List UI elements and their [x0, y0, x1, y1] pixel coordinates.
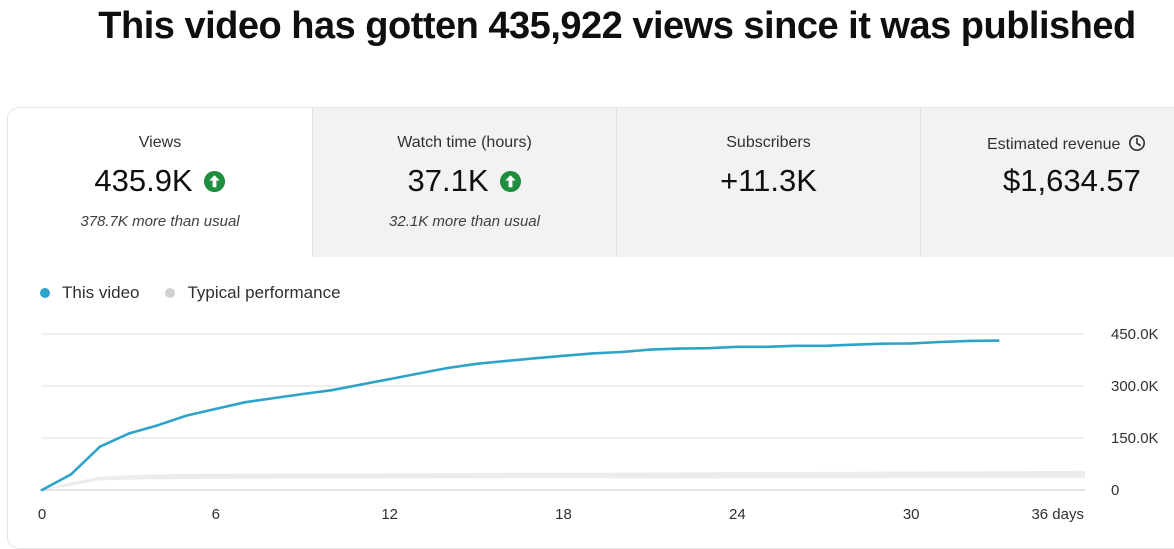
chart-legend: This video Typical performance — [40, 283, 367, 303]
this-video-data-point — [823, 344, 826, 348]
this-video-data-point — [388, 377, 392, 381]
metric-value-row: +11.3K — [617, 163, 920, 199]
y-tick-label: 450.0K — [1111, 326, 1159, 343]
x-tick-label: 6 — [212, 506, 220, 523]
metric-value: 435.9K — [94, 163, 193, 198]
legend-swatch-dot — [40, 288, 50, 298]
this-video-data-point — [967, 339, 971, 343]
this-video-data-point — [794, 344, 797, 348]
metric-note: 378.7K more than usual — [80, 213, 240, 230]
arrow-up-circle-icon — [203, 170, 225, 192]
this-video-data-point — [359, 383, 363, 386]
page-title: This video has gotten 435,922 views sinc… — [98, 5, 1136, 47]
y-tick-label: 300.0K — [1111, 378, 1159, 395]
metric-tab-estimated-revenue[interactable]: Estimated revenue $1,634.57 — [920, 108, 1174, 257]
metric-value-row: 37.1K — [313, 163, 616, 199]
legend-item-typical-performance[interactable]: Typical performance — [165, 283, 341, 303]
this-video-data-point — [591, 352, 594, 355]
this-video-data-point — [185, 414, 189, 417]
this-video-data-point — [475, 362, 478, 366]
legend-swatch-dot — [165, 288, 176, 298]
metric-value: $1,634.57 — [1003, 163, 1141, 198]
this-video-data-point — [272, 396, 276, 400]
y-tick-label: 150.0K — [1111, 430, 1159, 447]
this-video-data-point — [504, 359, 507, 363]
x-tick-label: 18 — [555, 506, 572, 523]
views-line-chart: 450.0K 300.0K 150.0K 0 0 6 12 18 24 30 36 days — [38, 326, 1159, 523]
metric-label-row: Estimated revenue — [921, 134, 1174, 154]
this-video-data-point — [69, 473, 73, 476]
legend-label: This video — [62, 283, 140, 302]
x-tick-label: 12 — [381, 506, 398, 523]
this-video-data-point — [533, 357, 536, 360]
this-video-data-point — [330, 388, 334, 392]
x-tick-label: 30 — [903, 506, 920, 523]
x-tick-label: 36 days — [1031, 506, 1084, 523]
clock-icon[interactable] — [1128, 134, 1146, 152]
metric-note: 32.1K more than usual — [389, 213, 540, 230]
metric-tabs: Views 435.9K 378.7K more than usual Watc… — [8, 108, 1174, 257]
y-tick-label: 0 — [1111, 482, 1119, 499]
this-video-data-point — [243, 401, 247, 404]
this-video-data-point — [649, 348, 652, 351]
legend-item-this-video[interactable]: This video — [40, 283, 139, 303]
this-video-data-point — [156, 423, 160, 427]
metric-label: Watch time (hours) — [397, 134, 532, 151]
this-video-data-point — [707, 346, 710, 350]
metric-value: +11.3K — [720, 163, 817, 198]
this-video-data-point — [40, 488, 44, 492]
metric-tab-subscribers[interactable]: Subscribers +11.3K — [616, 108, 920, 257]
this-video-data-point — [214, 407, 218, 411]
this-video-data-point — [98, 445, 102, 449]
this-video-data-point — [678, 347, 681, 350]
this-video-data-point — [127, 432, 131, 435]
arrow-up-circle-icon — [499, 170, 521, 192]
metric-value: 37.1K — [407, 163, 489, 198]
x-tick-label: 24 — [729, 506, 746, 523]
analytics-card: Views 435.9K 378.7K more than usual Watc… — [7, 107, 1174, 549]
this-video-data-point — [446, 366, 449, 370]
this-video-series-line — [40, 339, 1000, 492]
metric-label: Views — [138, 134, 182, 151]
this-video-data-point — [938, 340, 942, 344]
legend-label: Typical performance — [187, 283, 341, 302]
metric-value-row: 435.9K — [8, 163, 312, 199]
metric-label: Estimated revenue — [987, 136, 1121, 153]
this-video-data-point — [417, 372, 420, 375]
metric-tab-views[interactable]: Views 435.9K 378.7K more than usual — [8, 108, 312, 257]
metric-tab-watch-time[interactable]: Watch time (hours) 37.1K 32.1K more than… — [312, 108, 616, 257]
typical-performance-band — [42, 470, 1085, 490]
this-video-data-point — [736, 345, 739, 349]
x-tick-label: 0 — [38, 506, 46, 523]
metric-value-row: $1,634.57 — [921, 163, 1174, 199]
this-video-data-point — [620, 350, 623, 354]
this-video-data-point — [851, 343, 855, 347]
this-video-data-point — [996, 339, 1000, 342]
this-video-data-point — [562, 354, 565, 358]
metric-label: Subscribers — [726, 134, 811, 151]
this-video-data-point — [880, 342, 884, 346]
this-video-data-point — [765, 345, 768, 349]
this-video-data-point — [301, 392, 305, 396]
this-video-data-point — [909, 342, 913, 345]
